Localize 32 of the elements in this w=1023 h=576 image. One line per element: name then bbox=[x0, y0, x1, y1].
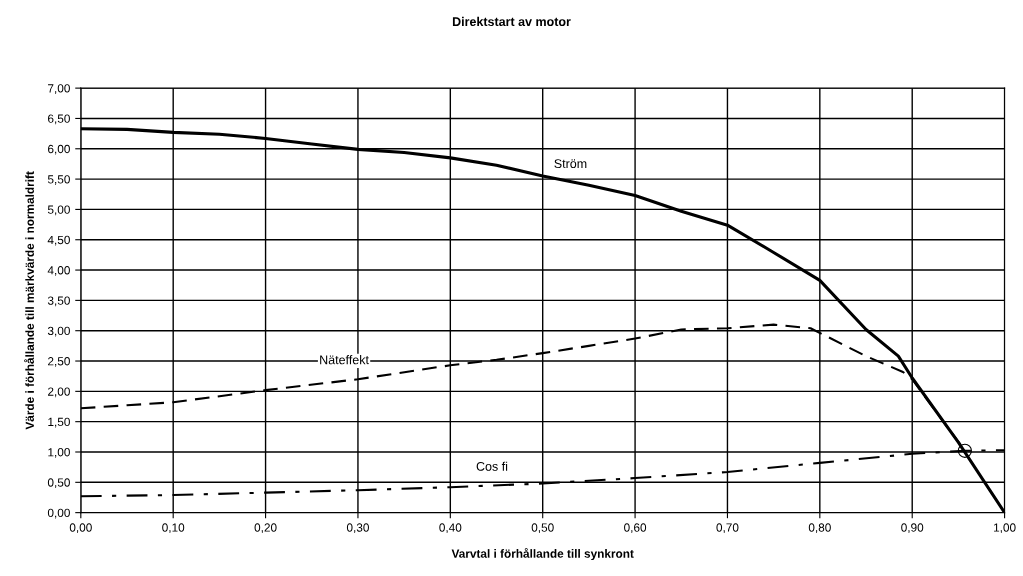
y-tick-label: 5,50 bbox=[47, 175, 70, 185]
x-tick-label: 1,00 bbox=[994, 523, 1016, 534]
y-tick-label: 1,00 bbox=[48, 448, 70, 458]
y-tick-label: 7,00 bbox=[48, 84, 70, 94]
chart-title: Direktstart av motor bbox=[452, 16, 571, 27]
y-tick-label: 3,00 bbox=[47, 326, 70, 337]
y-tick-label: 4,00 bbox=[47, 266, 70, 276]
y-tick-label: 5,00 bbox=[47, 205, 70, 216]
y-tick-label: 2,00 bbox=[48, 387, 70, 398]
y-tick-label: 0,00 bbox=[47, 508, 70, 519]
x-tick-label: 0,40 bbox=[439, 523, 462, 534]
y-axis-title: Värde i förhållande till märkvärde i normaldrift bbox=[24, 171, 34, 430]
y-tick-label: 2,50 bbox=[48, 357, 70, 367]
y-tick-label: 6,50 bbox=[48, 114, 70, 125]
x-tick-label: 0,00 bbox=[69, 523, 92, 534]
x-tick-label: 0,90 bbox=[901, 523, 924, 534]
y-tick-label: 4,50 bbox=[47, 235, 70, 246]
x-tick-label: 0,80 bbox=[808, 523, 831, 534]
y-tick-label: 0,50 bbox=[47, 478, 70, 489]
x-tick-label: 0,10 bbox=[162, 523, 185, 534]
series-label: Ström bbox=[554, 159, 587, 169]
y-tick-label: 1,50 bbox=[48, 417, 70, 428]
x-tick-label: 0,30 bbox=[346, 523, 369, 534]
series-label: Cos fi bbox=[476, 461, 508, 471]
series-label: Näteffekt bbox=[320, 355, 369, 365]
x-tick-label: 0,60 bbox=[624, 523, 647, 534]
y-tick-label: 6,00 bbox=[48, 144, 70, 155]
y-tick-label: 3,50 bbox=[47, 296, 70, 307]
x-tick-label: 0,70 bbox=[716, 523, 739, 534]
x-axis-title: Varvtal i förhållande till synkront bbox=[451, 547, 634, 561]
x-tick-label: 0,50 bbox=[531, 523, 554, 534]
x-tick-label: 0,20 bbox=[254, 523, 277, 534]
